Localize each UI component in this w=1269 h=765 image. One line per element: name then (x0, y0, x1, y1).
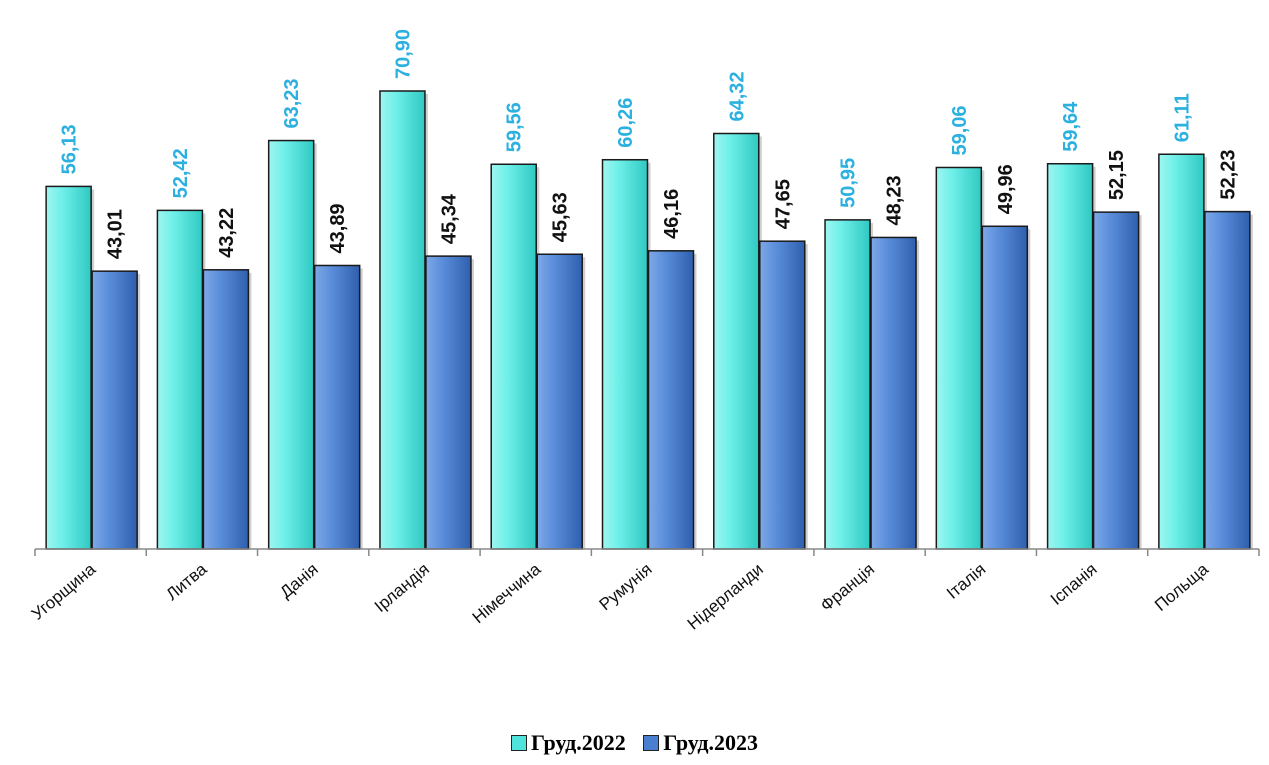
data-label-2022: 59,56 (504, 102, 526, 152)
data-label-2022: 59,64 (1060, 101, 1082, 152)
data-label-2023: 45,63 (550, 192, 572, 242)
legend-swatch-2022 (510, 735, 527, 751)
data-label-2023: 48,23 (884, 175, 906, 225)
category-label: Литва (162, 559, 210, 604)
data-label-2023: 43,89 (327, 203, 349, 253)
data-label-2022: 60,26 (615, 98, 637, 148)
data-label-2022: 59,06 (949, 105, 971, 155)
category-label: Польща (1151, 559, 1212, 615)
category-label: Іспанія (1047, 560, 1101, 609)
category-label: Франція (817, 560, 878, 616)
bar-2022 (1158, 153, 1205, 550)
category-label: Ірландія (371, 560, 433, 617)
category-label: Данія (276, 560, 321, 602)
bar-2022 (601, 158, 649, 550)
category-label: Угорщина (28, 559, 100, 623)
bar-2022 (45, 185, 92, 550)
bar-2023 (536, 253, 583, 550)
bar-2022 (490, 163, 537, 550)
legend: Груд.2022 Груд.2023 (0, 730, 1269, 757)
bar-2023 (313, 264, 361, 550)
bar-2022 (267, 139, 315, 550)
bar-2022 (713, 132, 760, 550)
data-label-2022: 64,32 (726, 71, 748, 121)
bar-2023 (759, 240, 806, 550)
bar-2023 (981, 225, 1029, 550)
bar-2022 (379, 90, 426, 550)
bar-2022 (1046, 162, 1094, 550)
bar-chart: 56,13 43,01 52,42 43,22 63,23 43,89 70,90 45,34… (28, 29, 1260, 634)
bar-2023 (870, 236, 917, 550)
data-label-2022: 56,13 (59, 124, 81, 174)
legend-swatch-2023 (643, 735, 660, 751)
data-label-2022: 50,95 (838, 158, 860, 208)
legend-label-2023: Груд.2023 (663, 730, 759, 755)
data-label-2023: 52,23 (1217, 150, 1239, 200)
data-label-2022: 63,23 (281, 78, 303, 128)
category-label: Італія (943, 560, 989, 603)
bar-2022 (935, 166, 983, 550)
legend-item-2023: Груд.2023 (643, 730, 758, 756)
data-label-2022: 61,11 (1171, 93, 1193, 142)
category-label: Нідерланди (684, 560, 767, 634)
data-label-2023: 52,15 (1106, 150, 1128, 200)
data-label-2022: 70,90 (392, 29, 414, 79)
legend-label-2022: Груд.2022 (530, 730, 626, 755)
bar-2023 (1204, 210, 1251, 550)
bar-2023 (425, 255, 472, 550)
bar-2023 (91, 270, 138, 550)
data-label-2023: 46,16 (661, 189, 683, 239)
category-label: Румунія (596, 560, 656, 615)
category-label: Німеччина (469, 559, 545, 627)
data-label-2023: 43,01 (105, 209, 127, 259)
data-label-2023: 43,22 (216, 208, 238, 258)
bar-2023 (647, 250, 695, 550)
bar-2023 (1092, 211, 1140, 550)
data-label-2023: 47,65 (772, 179, 794, 229)
data-label-2023: 49,96 (995, 164, 1017, 214)
bar-2023 (202, 269, 250, 550)
data-label-2023: 45,34 (438, 193, 460, 244)
legend-item-2022: Груд.2022 (510, 730, 626, 756)
bar-2022 (156, 209, 204, 550)
bar-2022 (824, 219, 871, 550)
data-label-2022: 52,42 (170, 148, 192, 198)
